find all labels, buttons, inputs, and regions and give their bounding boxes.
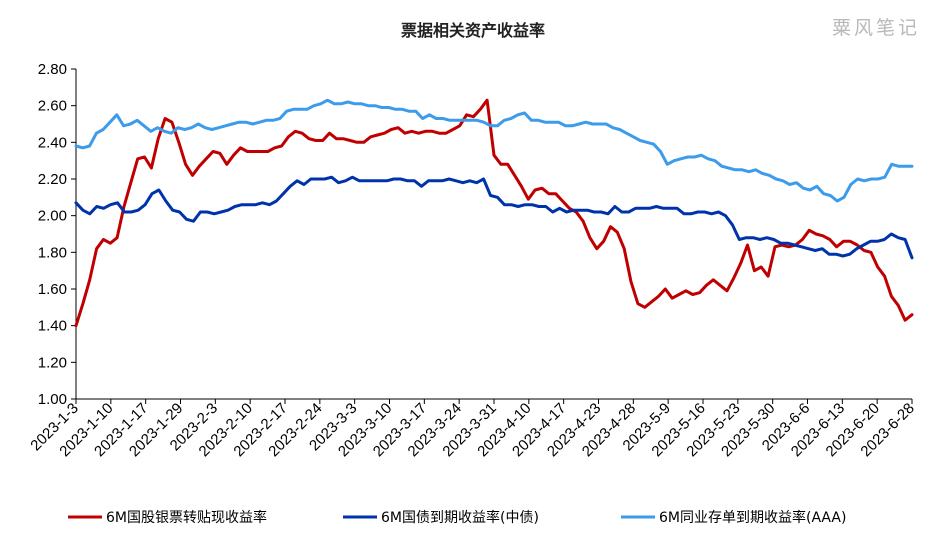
y-tick-label: 2.00	[38, 208, 67, 225]
legend-label: 6M国债到期收益率(中债)	[381, 509, 539, 526]
x-axis: 2023-1-32023-1-102023-1-172023-1-292023-…	[27, 398, 918, 460]
watermark: 粟风笔记	[832, 17, 920, 39]
legend-label: 6M国股银票转贴现收益率	[106, 509, 267, 526]
series-line-2	[74, 98, 914, 203]
y-tick-label: 2.40	[38, 134, 67, 151]
y-tick-label: 2.80	[38, 61, 67, 78]
series-lines	[74, 98, 914, 328]
series-line-1	[74, 175, 914, 260]
y-axis: 1.00 1.20 1.40 1.60 1.80 2.00 2.20 2.40 2.60 2.80	[38, 61, 77, 408]
chart-title: 票据相关资产收益率	[401, 21, 545, 40]
legend: 6M国股银票转贴现收益率 6M国债到期收益率(中债) 6M同业存单到期收益率(AAA…	[68, 509, 846, 526]
y-tick-label: 1.00	[38, 391, 67, 408]
y-tick-label: 1.40	[38, 318, 67, 335]
y-tick-label: 1.60	[38, 281, 67, 298]
y-tick-label: 2.20	[38, 171, 67, 188]
y-tick-label: 1.80	[38, 244, 67, 261]
y-tick-label: 1.20	[38, 354, 67, 371]
series-line-0	[74, 98, 914, 328]
y-tick-label: 2.60	[38, 98, 67, 115]
legend-label: 6M同业存单到期收益率(AAA)	[659, 509, 846, 526]
